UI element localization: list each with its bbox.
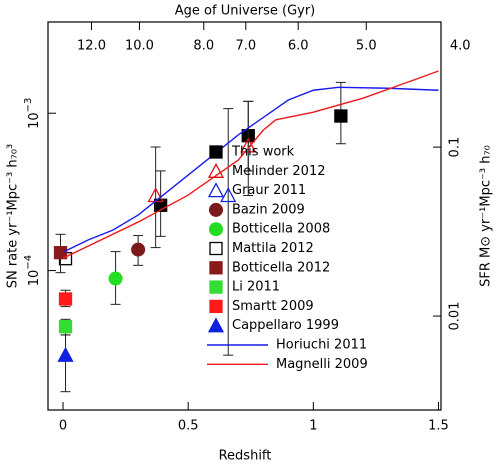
top-tick-label: 10.0 bbox=[125, 39, 154, 54]
x-tick-label: 0.5 bbox=[178, 419, 199, 434]
legend-marker bbox=[209, 241, 223, 256]
legend-label: Smartt 2009 bbox=[232, 299, 314, 314]
legend-label: Magnelli 2009 bbox=[276, 357, 368, 372]
legend-label: Botticella 2012 bbox=[232, 260, 330, 275]
legend-label: Mattila 2012 bbox=[232, 241, 314, 256]
error-bar bbox=[223, 108, 234, 356]
y2-axis-title: SFR M⊙ yr⁻¹Mpc⁻³ h₇₀ bbox=[479, 145, 494, 287]
x-tick-label: 1 bbox=[309, 419, 317, 434]
legend-marker bbox=[207, 162, 225, 178]
legend-marker bbox=[209, 280, 223, 294]
legend-label: Horiuchi 2011 bbox=[276, 338, 367, 353]
top-tick-label: 4.0 bbox=[450, 39, 471, 54]
y-tick-label: 10−4 bbox=[23, 255, 42, 286]
top-tick-label: 12.0 bbox=[77, 39, 106, 54]
marker bbox=[53, 245, 68, 260]
marker bbox=[57, 346, 74, 362]
model-line bbox=[62, 86, 439, 253]
marker bbox=[240, 137, 257, 153]
y-tick-exponent: −3 bbox=[23, 98, 34, 113]
top-tick-label: 7.0 bbox=[235, 39, 256, 54]
legend-label: Graur 2011 bbox=[232, 183, 306, 198]
top-tick-label: 8.0 bbox=[193, 39, 214, 54]
top-tick-label: 5.0 bbox=[356, 39, 377, 54]
y-tick-base: 10 bbox=[27, 270, 42, 287]
top-tick-label: 6.0 bbox=[288, 39, 309, 54]
legend-marker bbox=[209, 261, 223, 275]
legend-label: Melinder 2012 bbox=[232, 164, 326, 179]
error-bar bbox=[60, 334, 71, 393]
y-tick-exponent: −4 bbox=[23, 255, 34, 270]
model-line bbox=[62, 70, 439, 259]
error-bar bbox=[150, 146, 161, 249]
y2-tick-label: 0.1 bbox=[448, 137, 463, 158]
y-tick-base: 10 bbox=[27, 112, 42, 129]
legend-marker bbox=[209, 202, 223, 217]
x-tick-label: 1.5 bbox=[428, 419, 449, 434]
x-tick-label: 0 bbox=[59, 419, 67, 434]
top-axis-title: Age of Universe (Gyr) bbox=[175, 4, 316, 19]
legend-label: Li 2011 bbox=[232, 280, 280, 295]
legend-marker bbox=[209, 145, 223, 159]
legend-marker bbox=[209, 222, 223, 237]
legend-marker bbox=[209, 299, 223, 314]
marker bbox=[58, 320, 73, 334]
marker bbox=[108, 271, 123, 286]
legend-label: This work bbox=[231, 145, 295, 160]
marker bbox=[334, 109, 348, 123]
plot-frame bbox=[47, 21, 442, 411]
legend-label: Bazin 2009 bbox=[232, 202, 305, 217]
legend-label: Cappellaro 1999 bbox=[232, 318, 339, 333]
y2-tick-label: 0.01 bbox=[448, 302, 463, 331]
marker bbox=[220, 187, 237, 203]
marker bbox=[131, 242, 146, 257]
legend-marker bbox=[207, 317, 225, 333]
x-axis-title: Redshift bbox=[219, 449, 272, 464]
legend-label: Botticella 2008 bbox=[232, 222, 330, 237]
marker bbox=[58, 292, 73, 306]
legend-marker bbox=[207, 182, 225, 198]
y-axis-title: SN rate yr⁻¹Mpc⁻³ h₇₀³ bbox=[6, 144, 21, 288]
y-tick-label: 10−3 bbox=[23, 98, 42, 129]
